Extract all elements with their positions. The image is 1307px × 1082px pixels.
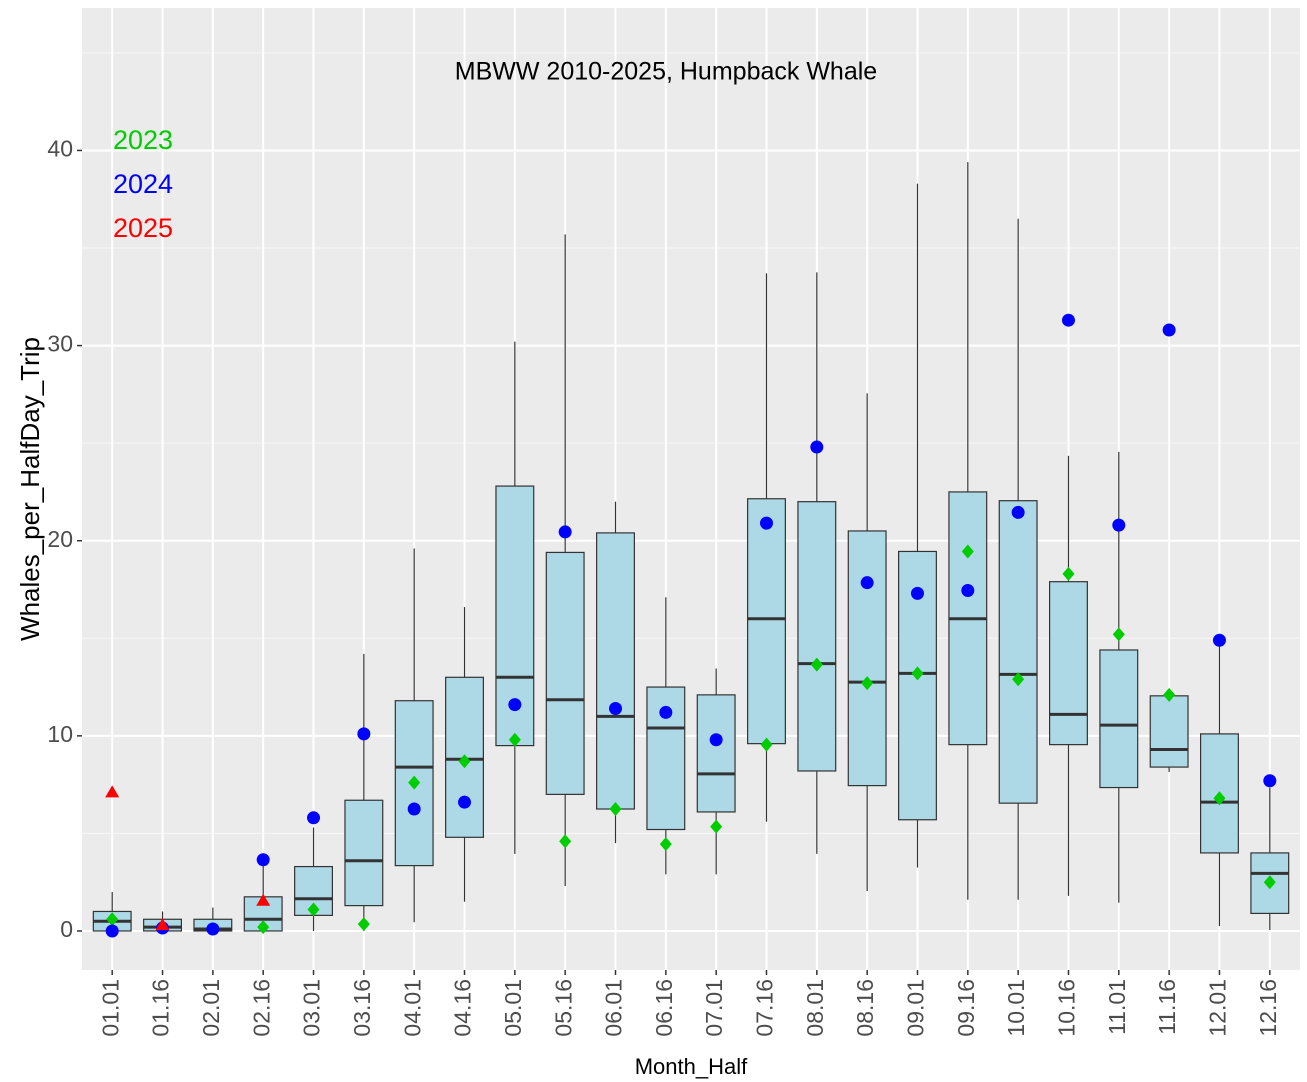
point <box>1062 566 1075 581</box>
box <box>1099 649 1139 789</box>
point <box>307 902 320 917</box>
x-tick-label: 08.16 <box>852 979 878 1037</box>
point <box>810 657 823 672</box>
x-tick-label: 10.16 <box>1054 979 1080 1037</box>
point <box>1011 505 1025 519</box>
point <box>810 440 824 454</box>
point <box>1212 633 1226 647</box>
x-tick-label: 01.01 <box>97 979 123 1037</box>
point <box>257 920 270 935</box>
point <box>105 924 119 938</box>
x-tick-label: 02.16 <box>248 979 274 1037</box>
legend-label: 2023 <box>113 125 173 155</box>
x-tick-label: 10.01 <box>1003 979 1029 1037</box>
box <box>646 686 686 831</box>
x-tick-label: 08.01 <box>802 979 828 1037</box>
point <box>559 834 572 849</box>
x-tick-label: 07.01 <box>701 979 727 1037</box>
point <box>1112 518 1126 532</box>
point <box>759 516 773 530</box>
box <box>998 500 1038 804</box>
x-tick-label: 06.16 <box>651 979 677 1037</box>
box <box>747 498 786 745</box>
point <box>1112 627 1125 642</box>
point <box>910 586 924 600</box>
point <box>1213 791 1226 806</box>
x-tick-label: 05.16 <box>550 979 576 1037</box>
x-tick-label: 02.01 <box>198 979 224 1037</box>
point <box>1162 323 1176 337</box>
box <box>596 532 635 810</box>
x-tick-label: 03.16 <box>349 979 375 1037</box>
x-tick-label: 07.16 <box>752 979 778 1037</box>
box <box>898 550 937 821</box>
y-axis-title: Whales_per_HalfDay_Trip <box>15 337 45 641</box>
box <box>847 530 887 787</box>
x-tick-label: 11.01 <box>1104 979 1130 1035</box>
plot-background <box>82 8 1300 970</box>
box <box>1149 695 1189 768</box>
point <box>659 837 672 852</box>
x-tick-label: 06.01 <box>601 979 627 1037</box>
x-tick-label: 05.01 <box>500 979 526 1037</box>
x-tick-label: 04.16 <box>450 979 476 1037</box>
point <box>709 733 723 747</box>
point <box>407 802 421 816</box>
point <box>860 576 874 590</box>
point <box>357 917 370 932</box>
point <box>508 732 521 747</box>
point <box>307 811 321 825</box>
point <box>1263 875 1276 890</box>
x-tick-label: 09.01 <box>903 979 929 1037</box>
box <box>1049 581 1088 746</box>
y-tick-label: 30 <box>47 331 73 357</box>
legend-label: 2024 <box>113 169 173 199</box>
point <box>206 922 220 936</box>
legend-label: 2025 <box>113 213 173 243</box>
x-tick-label: 03.01 <box>299 979 325 1037</box>
box <box>344 799 384 907</box>
point <box>1061 313 1075 327</box>
point <box>458 795 472 809</box>
y-tick-label: 10 <box>47 721 73 747</box>
point <box>609 802 622 817</box>
x-tick-label: 04.01 <box>399 979 425 1037</box>
point <box>558 525 572 539</box>
point <box>1163 687 1176 702</box>
point <box>1012 672 1025 687</box>
x-tick-label: 12.16 <box>1255 979 1281 1037</box>
box <box>696 694 736 813</box>
point <box>256 893 271 906</box>
point <box>1263 774 1277 788</box>
point <box>911 666 924 681</box>
point <box>710 819 723 834</box>
y-tick-label: 40 <box>47 136 73 162</box>
x-tick-label: 01.16 <box>148 979 174 1037</box>
point <box>357 727 371 741</box>
box <box>545 551 585 795</box>
point <box>659 705 673 719</box>
y-tick-label: 0 <box>60 916 73 942</box>
x-tick-label: 09.16 <box>953 979 979 1037</box>
chart-title: MBWW 2010-2025, Humpback Whale <box>455 58 877 86</box>
point <box>961 583 975 597</box>
box <box>294 865 333 916</box>
point <box>760 737 773 752</box>
point <box>155 918 170 931</box>
x-tick-label: 12.01 <box>1205 979 1231 1037</box>
point <box>408 775 421 790</box>
point <box>508 698 522 712</box>
point <box>861 676 874 691</box>
x-tick-label: 11.16 <box>1154 979 1180 1035</box>
y-tick-label: 20 <box>47 526 73 552</box>
box <box>797 501 837 772</box>
point <box>609 702 623 716</box>
point <box>105 785 120 798</box>
point <box>106 912 119 927</box>
point <box>961 544 974 559</box>
point <box>256 853 270 867</box>
x-axis-title: Month_Half <box>635 1054 748 1079</box>
point <box>458 754 471 769</box>
